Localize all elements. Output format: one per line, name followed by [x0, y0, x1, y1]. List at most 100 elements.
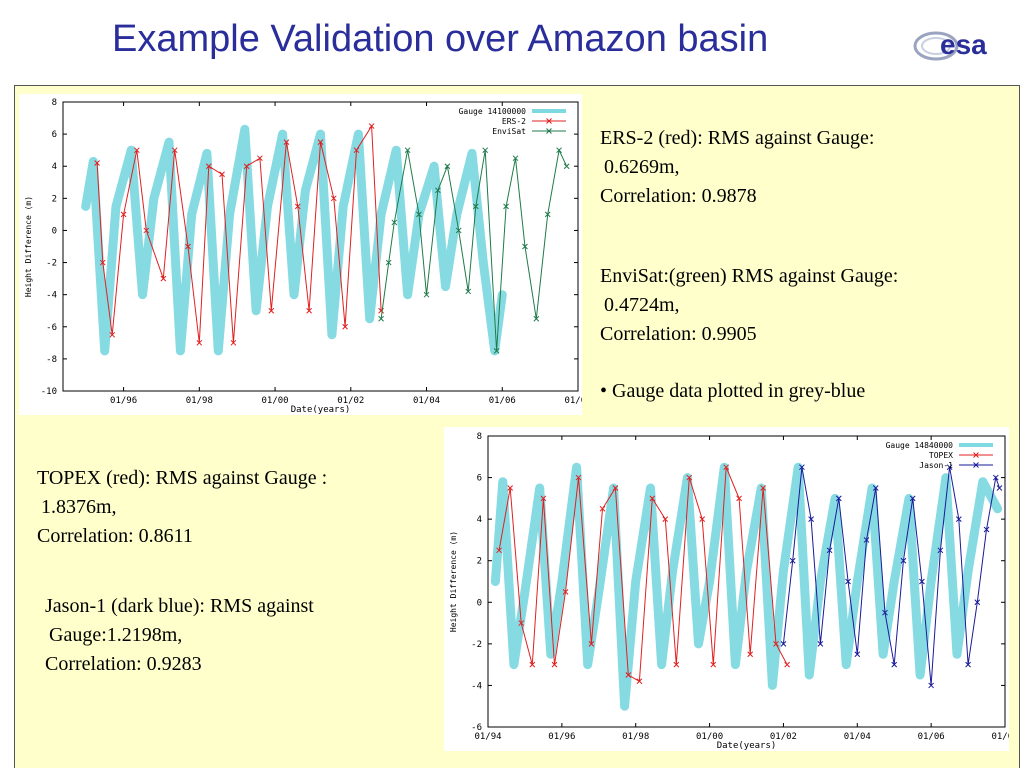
ers2-stats-line2: 0.6269m,: [604, 156, 680, 178]
data-point: [835, 495, 842, 502]
data-point: [588, 641, 595, 647]
topex-stats: TOPEX (red): RMS against Gauge : 1.8376m…: [37, 464, 327, 551]
jason1-stats-line1: Jason-1 (dark blue): RMS against: [45, 595, 314, 617]
data-point: [882, 609, 888, 616]
data-point: [472, 203, 479, 210]
y-tick-label: 8: [52, 98, 57, 108]
data-point: [230, 339, 237, 346]
y-tick-label: 0: [52, 226, 57, 236]
jason1-stats-line2: Gauge:1.2198m,: [49, 624, 183, 646]
data-point: [529, 661, 536, 668]
data-point: [507, 485, 514, 491]
legend-label: TOPEX: [929, 451, 953, 460]
data-point: [928, 682, 934, 689]
y-tick-label: 4: [52, 162, 57, 172]
data-point: [353, 147, 360, 154]
y-tick-label: -10: [41, 387, 57, 397]
x-tick-label: 01/00: [262, 396, 289, 406]
x-tick-label: 01/08: [564, 396, 582, 406]
x-tick-label: 01/04: [413, 396, 440, 406]
legend-marker: [546, 128, 552, 134]
data-point: [955, 516, 962, 522]
data-point: [900, 557, 907, 564]
data-point: [612, 485, 619, 491]
x-tick-label: 01/06: [918, 732, 945, 742]
data-point: [544, 211, 551, 218]
y-tick-label: -8: [46, 355, 57, 365]
data-point: [760, 485, 766, 491]
x-tick-label: 01/02: [337, 396, 364, 406]
x-tick-label: 01/98: [186, 396, 213, 406]
series-envisat: [378, 147, 570, 354]
x-tick-label: 01/96: [548, 732, 575, 742]
data-point: [368, 123, 375, 129]
ers2-stats-line3: Correlation: 0.9878: [600, 185, 757, 207]
data-point: [533, 315, 540, 322]
esa-logo-ring: [913, 31, 959, 61]
data-point: [784, 661, 790, 668]
y-tick-label: 0: [477, 598, 482, 608]
legend-marker: [546, 118, 552, 124]
data-point: [996, 485, 1003, 491]
data-point: [404, 147, 411, 154]
data-point: [551, 661, 558, 668]
data-point: [268, 307, 275, 314]
data-point: [435, 187, 441, 194]
y-tick-label: -2: [46, 259, 57, 269]
data-point: [205, 163, 212, 170]
content-panel: -10 -8 -6 -4 -2 0 2 4 6 8 01/96 01/98 01/00 01/02 01/0…: [14, 85, 1020, 768]
y-tick-label: 2: [477, 557, 482, 567]
envisat-stats: EnviSat:(green) RMS against Gauge: 0.472…: [600, 262, 898, 349]
data-point: [891, 661, 898, 668]
chart-topex-jason1-svg: -6 -4 -2 0 2 4 6 8 01/94 01/96 01/98 01/00 01/02 01/0…: [449, 432, 1009, 751]
data-point: [556, 147, 562, 154]
data-point: [946, 464, 953, 471]
envisat-stats-line2: 0.4724m,: [604, 294, 680, 316]
envisat-stats-line1: EnviSat:(green) RMS against Gauge:: [600, 265, 899, 287]
esa-logo: esa: [913, 29, 987, 61]
series-gauge-14840000: [490, 462, 1003, 711]
slide-title: Example Validation over Amazon basin: [112, 18, 769, 60]
data-point: [444, 163, 451, 170]
data-point: [317, 139, 324, 145]
x-tick-label: 01/04: [844, 732, 871, 742]
x-tick-label: 01/00: [696, 732, 723, 742]
series-line-gauge-14840000: [490, 462, 1003, 711]
y-tick-label: 2: [52, 194, 57, 204]
data-point: [845, 578, 851, 585]
chart-topex-jason1: -6 -4 -2 0 2 4 6 8 01/94 01/96 01/98 01/00 01/02 01/0…: [444, 427, 1009, 751]
topex-stats-line2: 1.8376m,: [41, 496, 117, 518]
series-line-envisat: [380, 148, 568, 351]
series-gauge-14100000: [81, 124, 507, 356]
data-point: [625, 672, 632, 678]
y-tick-label: -4: [46, 291, 57, 301]
legend-label: Gauge 14840000: [886, 441, 954, 450]
y-axis-label: Height Difference (m): [449, 531, 458, 632]
data-point: [662, 516, 669, 522]
data-point: [503, 203, 509, 210]
data-point: [747, 651, 754, 658]
data-point: [455, 227, 462, 234]
esa-logo-text: esa: [940, 29, 987, 60]
data-point: [493, 348, 500, 354]
data-point: [185, 243, 191, 250]
x-axis-label: Date(years): [717, 741, 777, 751]
x-tick-label: 01/94: [474, 732, 501, 742]
data-point: [385, 259, 392, 266]
data-point: [974, 599, 981, 606]
data-point: [306, 307, 312, 314]
topex-stats-line3: Correlation: 0.8611: [37, 525, 193, 547]
gauge-note-text: • Gauge data plotted in grey-blue: [600, 380, 866, 402]
data-point: [143, 227, 150, 234]
data-point: [736, 495, 742, 502]
data-point: [522, 243, 528, 250]
data-point: [243, 163, 250, 170]
data-point: [160, 275, 167, 282]
data-point: [294, 203, 301, 210]
data-point: [171, 147, 178, 154]
data-point: [465, 288, 472, 295]
data-point: [780, 641, 787, 647]
data-point: [562, 589, 569, 595]
data-point: [863, 537, 870, 543]
gauge-note: • Gauge data plotted in grey-blue: [600, 377, 865, 406]
